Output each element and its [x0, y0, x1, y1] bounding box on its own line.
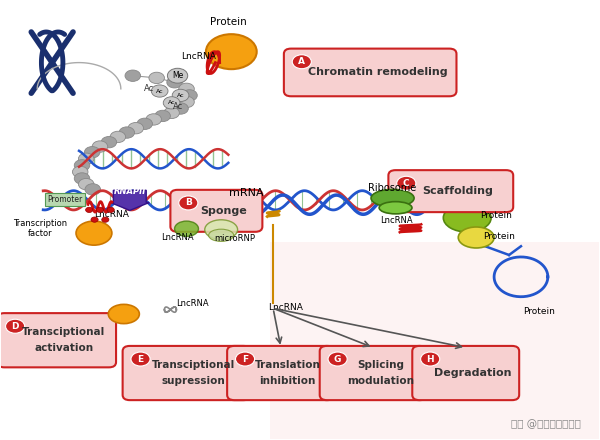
Circle shape — [149, 72, 164, 84]
Text: Sponge: Sponge — [200, 206, 247, 216]
Circle shape — [421, 352, 440, 366]
Text: inhibition: inhibition — [260, 376, 316, 386]
Circle shape — [91, 217, 98, 222]
Text: Translation: Translation — [255, 360, 320, 370]
Text: Chromatin remodeling: Chromatin remodeling — [308, 67, 447, 77]
FancyBboxPatch shape — [0, 313, 116, 367]
Circle shape — [119, 127, 134, 138]
FancyBboxPatch shape — [170, 190, 262, 232]
Text: C: C — [403, 179, 410, 188]
Text: Protein: Protein — [523, 307, 555, 316]
Circle shape — [101, 136, 116, 148]
Circle shape — [137, 118, 152, 129]
Circle shape — [172, 89, 189, 102]
Circle shape — [179, 83, 194, 95]
Circle shape — [397, 176, 416, 190]
Text: LncRNA: LncRNA — [161, 233, 194, 242]
Ellipse shape — [108, 304, 139, 324]
Ellipse shape — [379, 202, 412, 214]
FancyBboxPatch shape — [388, 170, 513, 212]
FancyBboxPatch shape — [412, 346, 519, 400]
Text: Protein: Protein — [480, 211, 512, 220]
Ellipse shape — [205, 220, 238, 239]
Text: activation: activation — [34, 343, 94, 353]
Text: Transciptional: Transciptional — [152, 360, 235, 370]
Circle shape — [92, 141, 107, 152]
Text: Ribosome: Ribosome — [368, 183, 416, 193]
Circle shape — [79, 153, 94, 165]
Bar — [270, 242, 599, 439]
Text: Protein: Protein — [483, 232, 515, 241]
Circle shape — [328, 352, 347, 366]
FancyBboxPatch shape — [122, 346, 250, 400]
Text: Ac: Ac — [172, 102, 182, 111]
Circle shape — [74, 173, 90, 184]
Circle shape — [151, 85, 168, 97]
Text: modulation: modulation — [347, 376, 414, 386]
Circle shape — [179, 96, 194, 108]
Text: G: G — [334, 355, 341, 363]
Ellipse shape — [458, 227, 494, 248]
Text: LncRNA: LncRNA — [176, 300, 209, 308]
Circle shape — [167, 77, 182, 88]
Text: A: A — [298, 57, 305, 66]
Circle shape — [128, 122, 143, 134]
Circle shape — [163, 97, 180, 109]
Circle shape — [155, 110, 170, 121]
Circle shape — [79, 179, 94, 190]
Text: Me: Me — [172, 71, 183, 80]
Text: LncRNA: LncRNA — [94, 210, 130, 219]
Text: Ac: Ac — [168, 100, 175, 105]
Text: microRNP: microRNP — [214, 234, 255, 243]
Circle shape — [164, 107, 179, 118]
Circle shape — [107, 207, 114, 213]
Circle shape — [73, 166, 88, 178]
Text: 知乎 @微生信在线作图: 知乎 @微生信在线作图 — [511, 419, 581, 429]
Circle shape — [74, 160, 90, 171]
Text: Ac: Ac — [177, 93, 184, 98]
FancyBboxPatch shape — [45, 193, 85, 206]
Text: Protein: Protein — [210, 17, 247, 27]
Text: Ac: Ac — [145, 84, 155, 93]
Circle shape — [102, 217, 109, 222]
Circle shape — [110, 131, 125, 143]
Ellipse shape — [443, 204, 491, 232]
Circle shape — [5, 319, 25, 333]
Text: Splicing: Splicing — [357, 360, 404, 370]
Circle shape — [179, 196, 198, 210]
Text: Transcription
factor: Transcription factor — [13, 219, 67, 238]
Text: supression: supression — [162, 376, 226, 386]
Ellipse shape — [371, 189, 414, 207]
Circle shape — [292, 55, 311, 69]
Text: Promoter: Promoter — [47, 195, 82, 205]
Circle shape — [146, 114, 161, 125]
Circle shape — [85, 147, 100, 158]
Circle shape — [86, 207, 93, 213]
FancyBboxPatch shape — [320, 346, 427, 400]
Ellipse shape — [76, 221, 112, 245]
Circle shape — [97, 207, 104, 213]
FancyBboxPatch shape — [227, 346, 334, 400]
Ellipse shape — [206, 34, 257, 69]
Circle shape — [235, 352, 254, 366]
Text: LncRNA: LncRNA — [181, 51, 216, 61]
Text: Ac: Ac — [156, 88, 163, 94]
Text: E: E — [137, 355, 143, 363]
Circle shape — [173, 103, 188, 114]
Text: LncRNA: LncRNA — [268, 303, 302, 312]
Text: Degradation: Degradation — [434, 368, 512, 378]
Text: F: F — [242, 355, 248, 363]
Text: RNAPII: RNAPII — [113, 187, 146, 196]
Text: H: H — [427, 355, 434, 363]
FancyBboxPatch shape — [284, 48, 457, 96]
Text: B: B — [185, 198, 192, 207]
Circle shape — [167, 68, 188, 83]
Text: D: D — [11, 322, 19, 331]
Text: Transciptional: Transciptional — [22, 327, 106, 337]
Text: Scaffolding: Scaffolding — [422, 186, 493, 196]
Circle shape — [131, 352, 150, 366]
Ellipse shape — [209, 229, 234, 242]
FancyArrow shape — [110, 190, 149, 210]
Text: LncRNA: LncRNA — [380, 216, 413, 224]
